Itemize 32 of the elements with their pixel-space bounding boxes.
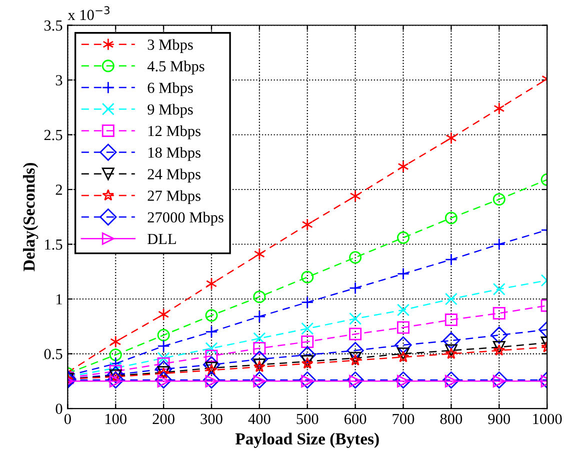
y-tick-label: 1.5 (45, 239, 62, 250)
x-tick-label: 0 (64, 414, 71, 424)
legend-label: 4.5 Mbps (147, 60, 204, 75)
y-tick-label: 1 (56, 294, 62, 304)
x-tick-label: 1000 (533, 414, 562, 424)
x-tick-label: 700 (392, 414, 414, 424)
y-tick-label: 2 (56, 184, 62, 195)
legend-label: 9 Mbps (148, 104, 193, 118)
legend-label: 27 Mbps (148, 190, 200, 204)
text: x 10$^{−3}$ (68, 6, 110, 20)
x-tick-label: 600 (344, 414, 366, 424)
legend-label: 12 Mbps (148, 125, 200, 140)
legend-label: 27000 Mbps (148, 212, 224, 226)
y-axis-title: Delay(Seconds) (23, 162, 38, 272)
x-axis-title: Payload Size (Bytes) (235, 432, 379, 448)
legend-label: 3 Mbps (148, 39, 193, 53)
x-tick-label: 900 (488, 414, 510, 424)
x-tick-label: 500 (296, 414, 318, 424)
y-tick-label: 2.5 (44, 130, 62, 140)
y-tick-label: 3.5 (44, 20, 62, 31)
legend-label: 24 Mbps (148, 168, 200, 182)
legend-label: 6 Mbps (148, 82, 193, 96)
legend-label: DLL (148, 234, 176, 244)
y-tick-label: 0.5 (44, 348, 62, 360)
x-tick-label: 200 (152, 414, 174, 424)
x-tick-label: 400 (248, 414, 270, 424)
y-tick-label: 0 (56, 404, 62, 414)
y-tick-label: 3 (56, 75, 62, 86)
x-tick-label: 800 (440, 414, 462, 424)
x-tick-label: 100 (106, 414, 126, 424)
x-tick-label: 300 (200, 414, 222, 424)
legend-label: 18 Mbps (148, 147, 200, 161)
